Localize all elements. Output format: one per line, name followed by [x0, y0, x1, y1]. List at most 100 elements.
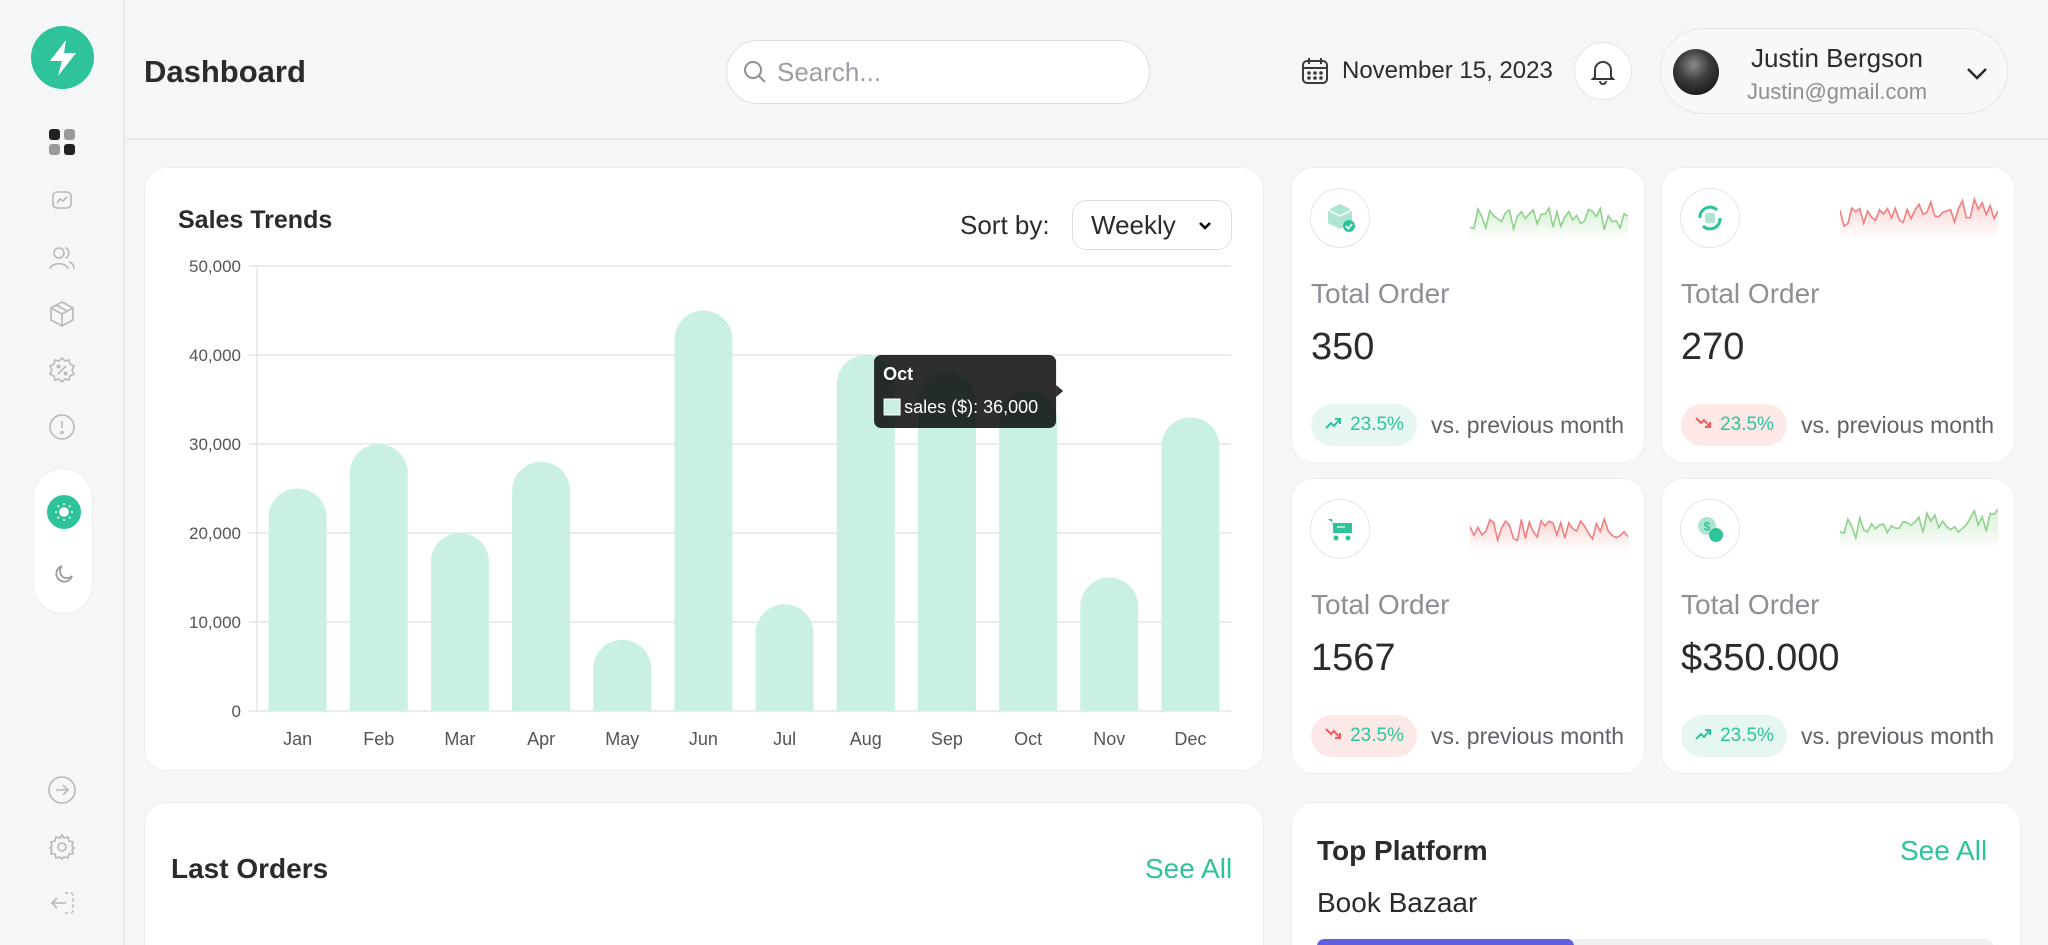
change-badge: 23.5% [1681, 715, 1787, 757]
bar-nov [1080, 577, 1139, 711]
x-tick-label: Jan [283, 729, 312, 749]
stat-card: Total Order 270 23.5% vs. previous month [1661, 167, 2015, 463]
trend-up-icon [1324, 414, 1342, 436]
top-platform-title: Top Platform [1317, 835, 1488, 866]
bell-icon [1590, 61, 1616, 85]
top-platform-see-all[interactable]: See All [1900, 835, 1988, 866]
svg-text:$: $ [1704, 520, 1711, 534]
sales-trends-card: Sales Trends Sort by: Weekly 0 10,000 20,0… [144, 167, 1264, 771]
calendar-icon [1302, 58, 1328, 84]
bar-oct [999, 390, 1058, 711]
stat-value: 1567 [1311, 637, 1396, 679]
stat-value: $350.000 [1681, 637, 1840, 679]
y-tick-label: 40,000 [189, 346, 241, 365]
x-tick-label: Nov [1093, 729, 1125, 749]
comparison-text: vs. previous month [1431, 723, 1625, 749]
chevron-down-icon [1199, 222, 1211, 230]
change-value: 23.5% [1720, 414, 1774, 435]
sort-by-label: Sort by: [960, 210, 1050, 240]
tooltip-bg [874, 355, 1057, 428]
sparkline [1840, 196, 1998, 240]
bar-feb [349, 444, 408, 711]
change-badge: 23.5% [1311, 404, 1417, 446]
chevron-down-icon[interactable] [1963, 59, 1991, 87]
y-tick-label: 10,000 [189, 613, 241, 632]
y-tick-label: 30,000 [189, 435, 241, 454]
sidebar [0, 0, 125, 945]
top-platform-card: Top Platform See All Book Bazaar [1291, 802, 2021, 945]
x-tick-label: Dec [1174, 729, 1206, 749]
stat-value: 350 [1311, 326, 1375, 368]
sales-title: Sales Trends [178, 206, 333, 234]
tooltip-label: sales ($): 36,000 [904, 397, 1038, 417]
bar-aug [836, 355, 895, 711]
logo[interactable] [31, 26, 94, 89]
back-icon[interactable] [44, 885, 80, 921]
tooltip-title: Oct [883, 364, 913, 384]
light-mode-button[interactable] [47, 495, 81, 529]
trend-up-icon [1694, 725, 1712, 747]
sales-bar-chart: 0 10,000 20,000 30,000 40,000 50,000 Jan Feb Mar… [189, 257, 1231, 749]
stat-card: Total Order 350 23.5% vs. previous month [1291, 167, 1645, 463]
search-box[interactable] [726, 40, 1150, 104]
stat-card: $ Total Order $350.000 23.5% vs. previous mo… [1661, 478, 2015, 774]
date-display: November 15, 2023 [1300, 56, 1553, 86]
y-tick-label: 50,000 [189, 257, 241, 276]
x-tick-label: Jul [773, 729, 796, 749]
sparkline [1840, 508, 1998, 551]
analytics-icon[interactable] [44, 182, 80, 218]
stat-label: Total Order [1311, 589, 1450, 620]
change-value: 23.5% [1350, 414, 1404, 435]
y-tick-label: 0 [232, 702, 241, 721]
logout-icon[interactable] [44, 772, 80, 808]
discount-icon[interactable] [44, 352, 80, 388]
search-input[interactable] [777, 56, 1137, 88]
dashboard-grid-icon[interactable] [44, 124, 80, 160]
bar-jan [268, 488, 327, 711]
search-icon [744, 61, 766, 83]
users-icon[interactable] [44, 240, 80, 276]
change-badge: 23.5% [1311, 715, 1417, 757]
stat-value: 270 [1681, 326, 1745, 368]
x-tick-label: Oct [1014, 729, 1042, 749]
last-orders-title: Last Orders [171, 853, 329, 884]
stat-icon [1310, 499, 1370, 559]
date-text: November 15, 2023 [1342, 57, 1553, 84]
avatar [1673, 49, 1719, 95]
last-orders-see-all[interactable]: See All [1145, 853, 1233, 884]
page-title: Dashboard [144, 54, 306, 89]
info-icon[interactable] [44, 409, 80, 445]
stat-label: Total Order [1681, 589, 1820, 620]
stat-card: Total Order 1567 23.5% vs. previous month [1291, 478, 1645, 774]
user-name: Justin Bergson [1751, 43, 1923, 73]
sort-select[interactable]: Weekly [1072, 200, 1232, 250]
dark-mode-button[interactable] [47, 557, 81, 591]
platform-progress-fill [1317, 939, 1574, 945]
x-tick-label: Aug [850, 729, 882, 749]
lightning-icon [49, 39, 76, 76]
bar-mar [430, 533, 489, 711]
moon-icon [55, 565, 73, 583]
comparison-text: vs. previous month [1801, 412, 1995, 438]
change-badge: 23.5% [1681, 404, 1787, 446]
x-tick-label: Feb [363, 729, 394, 749]
box-icon[interactable] [44, 296, 80, 332]
user-email: Justin@gmail.com [1747, 79, 1928, 104]
user-menu[interactable]: Justin Bergson Justin@gmail.com [1660, 28, 2008, 114]
x-tick-label: Apr [527, 729, 555, 749]
bar-may [593, 639, 652, 711]
tooltip-caret [1056, 385, 1064, 397]
stat-icon [1680, 188, 1740, 248]
notifications-button[interactable] [1574, 42, 1632, 100]
comparison-text: vs. previous month [1801, 723, 1995, 749]
x-tick-label: May [605, 729, 639, 749]
chart-tooltip: Oct sales ($): 36,000 [874, 355, 1064, 428]
gear-icon[interactable] [44, 829, 80, 865]
bar-sep [917, 372, 976, 711]
trend-down-icon [1694, 414, 1712, 436]
y-tick-label: 20,000 [189, 524, 241, 543]
stat-icon: $ [1680, 499, 1740, 559]
bar-jul [755, 604, 814, 711]
header: Dashboard November 15, 2023 Justin Bergs… [126, 0, 2048, 140]
stat-icon [1310, 188, 1370, 248]
